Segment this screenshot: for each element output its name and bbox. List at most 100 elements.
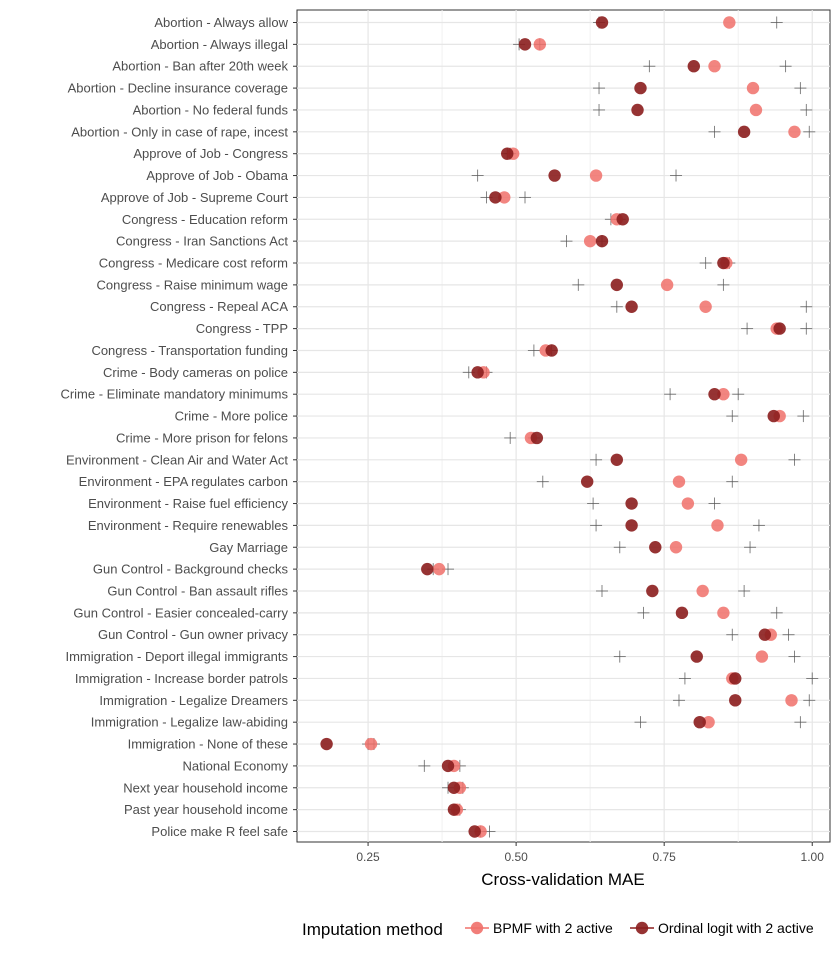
category-label: Congress - Education reform — [122, 212, 288, 227]
ordinal-logit-point — [518, 38, 532, 51]
ordinal-logit-point — [421, 562, 434, 576]
ordinal-logit-point — [468, 825, 481, 838]
bpmf-point — [533, 38, 547, 51]
baseline-cross-point — [726, 628, 739, 641]
legend-label: BPMF with 2 active — [493, 920, 613, 936]
ordinal-logit-point — [729, 672, 742, 685]
category-label: Abortion - Ban after 20th week — [112, 59, 288, 74]
ordinal-logit-point — [616, 213, 629, 226]
category-label: Environment - Require renewables — [88, 518, 289, 533]
category-label: Immigration - Deport illegal immigrants — [65, 649, 288, 664]
category-label: Environment - EPA regulates carbon — [79, 474, 288, 489]
ordinal-logit-point — [625, 300, 638, 313]
data-marks — [320, 16, 819, 838]
baseline-cross-point — [504, 431, 517, 444]
bpmf-point — [589, 169, 603, 182]
ordinal-logit-point — [447, 803, 461, 816]
baseline-cross-point — [717, 278, 730, 291]
baseline-cross-point — [770, 606, 783, 619]
baseline-cross-point — [752, 519, 765, 532]
baseline-cross-point — [726, 410, 739, 423]
baseline-cross-point — [770, 16, 783, 29]
x-tick-label: 0.50 — [504, 850, 528, 864]
bpmf-point — [717, 388, 730, 401]
ordinal-logit-point — [441, 759, 455, 773]
category-label: Police make R feel safe — [151, 824, 288, 839]
baseline-cross-point — [678, 672, 691, 685]
x-tick-label: 0.25 — [356, 850, 380, 864]
baseline-cross-point — [664, 388, 677, 401]
bpmf-point — [498, 191, 511, 204]
category-label: Gun Control - Ban assault rifles — [107, 583, 288, 598]
x-tick-label: 0.75 — [652, 850, 676, 864]
legend-title: Imputation method — [302, 920, 443, 939]
category-label: Abortion - Decline insurance coverage — [68, 81, 288, 96]
bpmf-point — [711, 519, 724, 532]
baseline-cross-point — [587, 497, 600, 510]
ordinal-logit-point — [690, 650, 703, 663]
bpmf-point — [785, 694, 798, 707]
bpmf-point — [708, 60, 721, 73]
category-label: Immigration - Legalize Dreamers — [99, 693, 288, 708]
category-label: Approve of Job - Obama — [146, 168, 288, 183]
baseline-cross-point — [800, 103, 813, 116]
ordinal-logit-point — [625, 519, 638, 532]
category-label: Environment - Raise fuel efficiency — [88, 496, 288, 511]
bpmf-point — [702, 715, 715, 729]
baseline-cross-point — [779, 60, 792, 73]
category-label: Congress - Transportation funding — [91, 343, 288, 358]
category-label: Gay Marriage — [209, 540, 288, 555]
baseline-cross-point — [595, 584, 608, 597]
ordinal-logit-point — [530, 431, 544, 445]
baseline-cross-point — [699, 257, 712, 270]
bpmf-point — [788, 125, 801, 139]
category-label: Approve of Job - Congress — [133, 146, 288, 161]
category-label: Gun Control - Easier concealed-carry — [73, 605, 288, 620]
baseline-cross-point — [613, 650, 626, 663]
ordinal-logit-point — [545, 344, 558, 357]
baseline-cross-point — [527, 344, 540, 357]
x-axis-ticks: 0.25 0.50 0.75 1.00 — [356, 842, 824, 864]
category-label: Environment - Clean Air and Water Act — [66, 452, 288, 467]
baseline-cross-point — [672, 694, 685, 707]
category-label: Crime - Body cameras on police — [103, 365, 288, 380]
bpmf-point — [734, 453, 748, 466]
category-label: Crime - More police — [175, 409, 288, 424]
category-label: Abortion - Always illegal — [151, 37, 288, 52]
ordinal-logit-point — [625, 497, 638, 510]
baseline-cross-point — [708, 125, 721, 138]
baseline-cross-point — [744, 541, 757, 554]
category-label: Abortion - Only in case of rape, incest — [71, 124, 288, 139]
category-label: Immigration - Legalize law-abiding — [91, 715, 288, 730]
baseline-cross-point — [708, 497, 721, 510]
category-label: Immigration - Increase border patrols — [75, 671, 289, 686]
ordinal-logit-point — [649, 541, 662, 554]
baseline-cross-point — [803, 125, 816, 138]
bpmf-point — [432, 562, 446, 576]
category-labels: Abortion - Always allow Abortion - Always… — [60, 15, 297, 839]
ordinal-logit-point — [320, 737, 333, 751]
category-label: Congress - Raise minimum wage — [97, 277, 288, 292]
baseline-cross-point — [637, 606, 650, 619]
ordinal-logit-point — [489, 191, 502, 204]
category-label: Congress - Iran Sanctions Act — [116, 234, 288, 249]
category-label: Immigration - None of these — [128, 737, 288, 752]
ordinal-logit-point — [687, 60, 700, 73]
ordinal-logit-point — [610, 278, 623, 292]
bpmf-point — [746, 81, 760, 95]
ordinal-logit-point — [737, 125, 751, 139]
bpmf-point — [749, 103, 763, 117]
legend-items: BPMF with 2 active Ordinal logit with 2 a… — [465, 920, 814, 936]
baseline-cross-point — [788, 650, 801, 663]
baseline-cross-point — [418, 759, 431, 772]
ordinal-logit-point — [548, 169, 561, 182]
baseline-cross-point — [610, 300, 623, 313]
plot-panel — [296, 9, 831, 843]
ordinal-logit-point — [634, 81, 647, 95]
baseline-cross-point — [593, 82, 606, 95]
x-axis-title: Cross-validation MAE — [481, 870, 644, 889]
baseline-cross-point — [471, 169, 484, 182]
category-label: Next year household income — [123, 780, 288, 795]
baseline-cross-point — [794, 716, 807, 729]
